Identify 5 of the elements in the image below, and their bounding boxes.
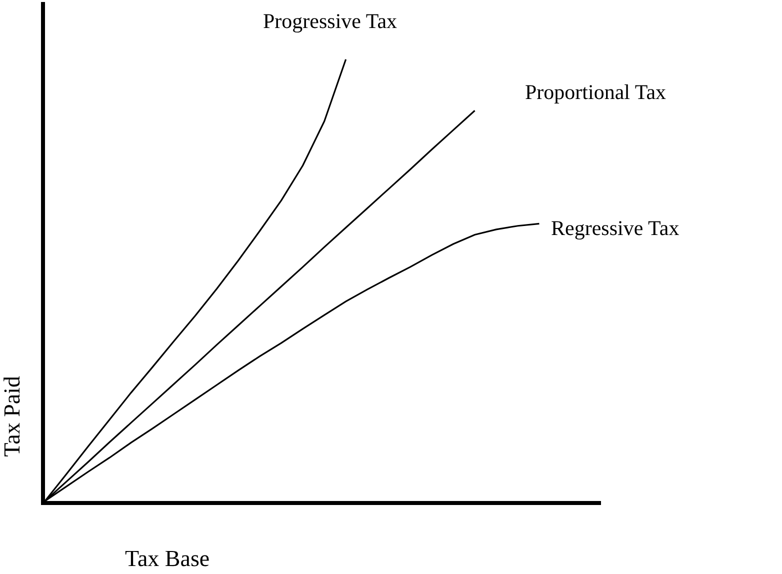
text: Proportional Tax [525,80,667,104]
y-axis-title: Tax Paid [0,376,24,457]
series-label: Regressive Tax [551,216,680,240]
x-axis-title: Tax Base [125,546,210,571]
series-label: Progressive Tax [263,9,398,33]
